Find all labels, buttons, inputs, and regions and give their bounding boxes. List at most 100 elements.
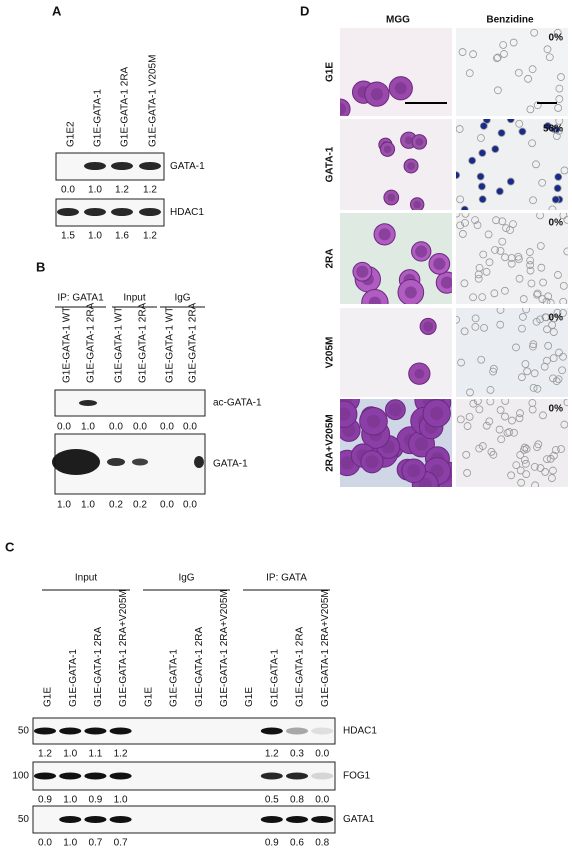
lane-label: G1E-GATA-1 WT — [114, 307, 125, 383]
cell — [545, 53, 554, 62]
micrograph — [456, 28, 568, 116]
cell — [512, 461, 521, 469]
cell — [475, 263, 484, 272]
nucleus — [415, 245, 428, 258]
cell — [557, 73, 565, 81]
cell — [478, 442, 487, 450]
blot-label: HDAC1 — [343, 726, 377, 737]
cell — [485, 417, 494, 426]
quantification: 0.9 — [265, 838, 279, 849]
benzidine-percent: 0% — [549, 404, 564, 415]
cell — [541, 468, 550, 476]
cell — [516, 409, 524, 418]
micrograph — [340, 308, 452, 397]
cell — [460, 279, 469, 288]
cell — [537, 263, 546, 272]
lane-label: G1E-GATA-1 — [68, 649, 79, 707]
cell — [549, 374, 557, 383]
quantification: 1.2 — [143, 185, 157, 196]
quantification: 0.0 — [160, 422, 174, 433]
quantification: 1.2 — [114, 749, 128, 760]
cell — [473, 221, 482, 230]
quantification: 0.0 — [133, 422, 147, 433]
nucleus — [404, 136, 413, 145]
cell — [494, 86, 502, 95]
lane-label: G1E-GATA-1 2RA — [295, 626, 306, 707]
band — [311, 772, 334, 780]
mw-marker: 50 — [18, 726, 30, 737]
band — [84, 772, 107, 780]
cell — [543, 455, 551, 464]
cell — [563, 247, 568, 256]
row-label: 2RA+V205M — [325, 414, 336, 472]
quantification: 0.0 — [183, 500, 197, 511]
cell — [463, 469, 472, 477]
cell — [522, 445, 531, 453]
cell — [546, 299, 555, 304]
quantification: 1.2 — [38, 749, 52, 760]
cell — [559, 309, 567, 317]
cell — [529, 196, 537, 205]
column-header: MGG — [386, 15, 410, 26]
band — [52, 449, 100, 475]
cell — [507, 259, 516, 268]
cell — [549, 354, 558, 363]
lane-label: G1E-GATA-1 2RA+V205M — [320, 589, 331, 707]
band — [59, 727, 82, 735]
cell — [553, 28, 562, 37]
cell — [526, 256, 535, 265]
quantification: 1.0 — [63, 795, 77, 806]
band — [84, 816, 107, 823]
cell — [508, 416, 516, 425]
cell — [489, 450, 498, 459]
cell — [543, 325, 551, 334]
band — [84, 208, 106, 216]
cell — [482, 421, 491, 430]
row-label: 2RA — [325, 248, 336, 268]
cell — [555, 348, 563, 357]
cell — [560, 420, 568, 429]
cell — [456, 125, 464, 133]
cell — [533, 384, 542, 393]
cell — [490, 289, 499, 298]
lane-label: G1E-GATA-1 — [269, 649, 280, 707]
cell — [559, 281, 568, 290]
band — [79, 400, 97, 406]
band — [59, 816, 82, 823]
quantification: 0.9 — [38, 795, 52, 806]
lane-label: G1E2 — [66, 121, 77, 147]
cell — [496, 308, 505, 314]
nucleus — [423, 321, 434, 332]
cell — [557, 445, 565, 453]
cell — [539, 411, 547, 420]
cell — [471, 216, 479, 225]
cell — [458, 230, 467, 238]
panel-letter: D — [300, 3, 309, 18]
cell — [485, 258, 494, 267]
cell — [516, 466, 525, 475]
cell — [525, 248, 534, 256]
nucleus — [407, 464, 421, 478]
blot — [32, 717, 336, 745]
quantification: 1.0 — [114, 795, 128, 806]
quantification: 1.0 — [63, 838, 77, 849]
cell — [554, 375, 563, 384]
cell — [522, 470, 531, 479]
cell — [555, 95, 564, 103]
micrograph — [456, 399, 568, 487]
cell — [517, 373, 526, 382]
micrograph — [456, 213, 568, 304]
cell — [500, 50, 508, 58]
cell — [501, 286, 509, 295]
cell — [495, 187, 504, 196]
quantification: 1.5 — [61, 231, 75, 242]
cell — [532, 160, 540, 169]
cell — [555, 119, 564, 125]
cell — [532, 317, 541, 326]
nucleus — [414, 437, 429, 451]
cell — [456, 415, 465, 424]
cell — [498, 237, 507, 246]
cell — [506, 177, 515, 186]
band — [286, 727, 308, 735]
